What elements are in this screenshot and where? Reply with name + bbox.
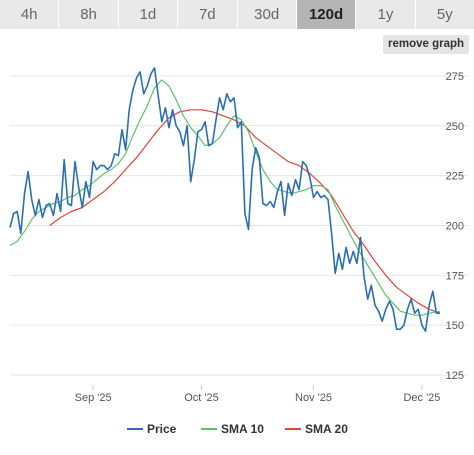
series-line-sma-10	[9, 79, 441, 316]
grid-lines	[10, 75, 468, 376]
y-tick-label: 150	[446, 320, 464, 332]
legend-item-label[interactable]: SMA 20	[305, 422, 348, 436]
x-axis-ticks: Sep '25 Oct '25 Nov '25 Dec '25	[75, 385, 440, 404]
tab-8h[interactable]: 8h	[59, 0, 119, 29]
y-tick-label: 275	[446, 71, 464, 83]
y-axis-ticks: 125 150 175 200 225 250 275	[446, 71, 464, 382]
tab-120d[interactable]: 120d	[296, 0, 357, 29]
x-tick-label: Nov '25	[295, 392, 332, 404]
tab-5y[interactable]: 5y	[415, 0, 474, 29]
legend: Price SMA 10 SMA 20	[127, 422, 348, 436]
tab-1d[interactable]: 1d	[118, 0, 179, 29]
tab-7d[interactable]: 7d	[178, 0, 238, 29]
series-line-price	[9, 67, 440, 333]
y-tick-label: 175	[446, 270, 464, 282]
y-tick-label: 225	[446, 171, 464, 183]
x-tick-label: Sep '25	[75, 392, 112, 404]
tab-30d[interactable]: 30d	[237, 0, 297, 29]
y-tick-label: 125	[446, 370, 464, 382]
tab-4h[interactable]: 4h	[0, 0, 60, 29]
x-tick-label: Dec '25	[403, 392, 440, 404]
x-tick-label: Oct '25	[184, 392, 219, 404]
remove-graph-button[interactable]: remove graph	[383, 35, 469, 54]
y-tick-label: 250	[446, 121, 464, 133]
series-lines	[9, 67, 441, 333]
legend-item-label[interactable]: SMA 10	[221, 422, 264, 436]
tab-1y[interactable]: 1y	[356, 0, 416, 29]
time-range-tabs: 4h 8h 1d 7d 30d 120d 1y 5y	[0, 0, 474, 29]
y-tick-label: 200	[446, 220, 464, 232]
legend-item-label[interactable]: Price	[147, 422, 177, 436]
